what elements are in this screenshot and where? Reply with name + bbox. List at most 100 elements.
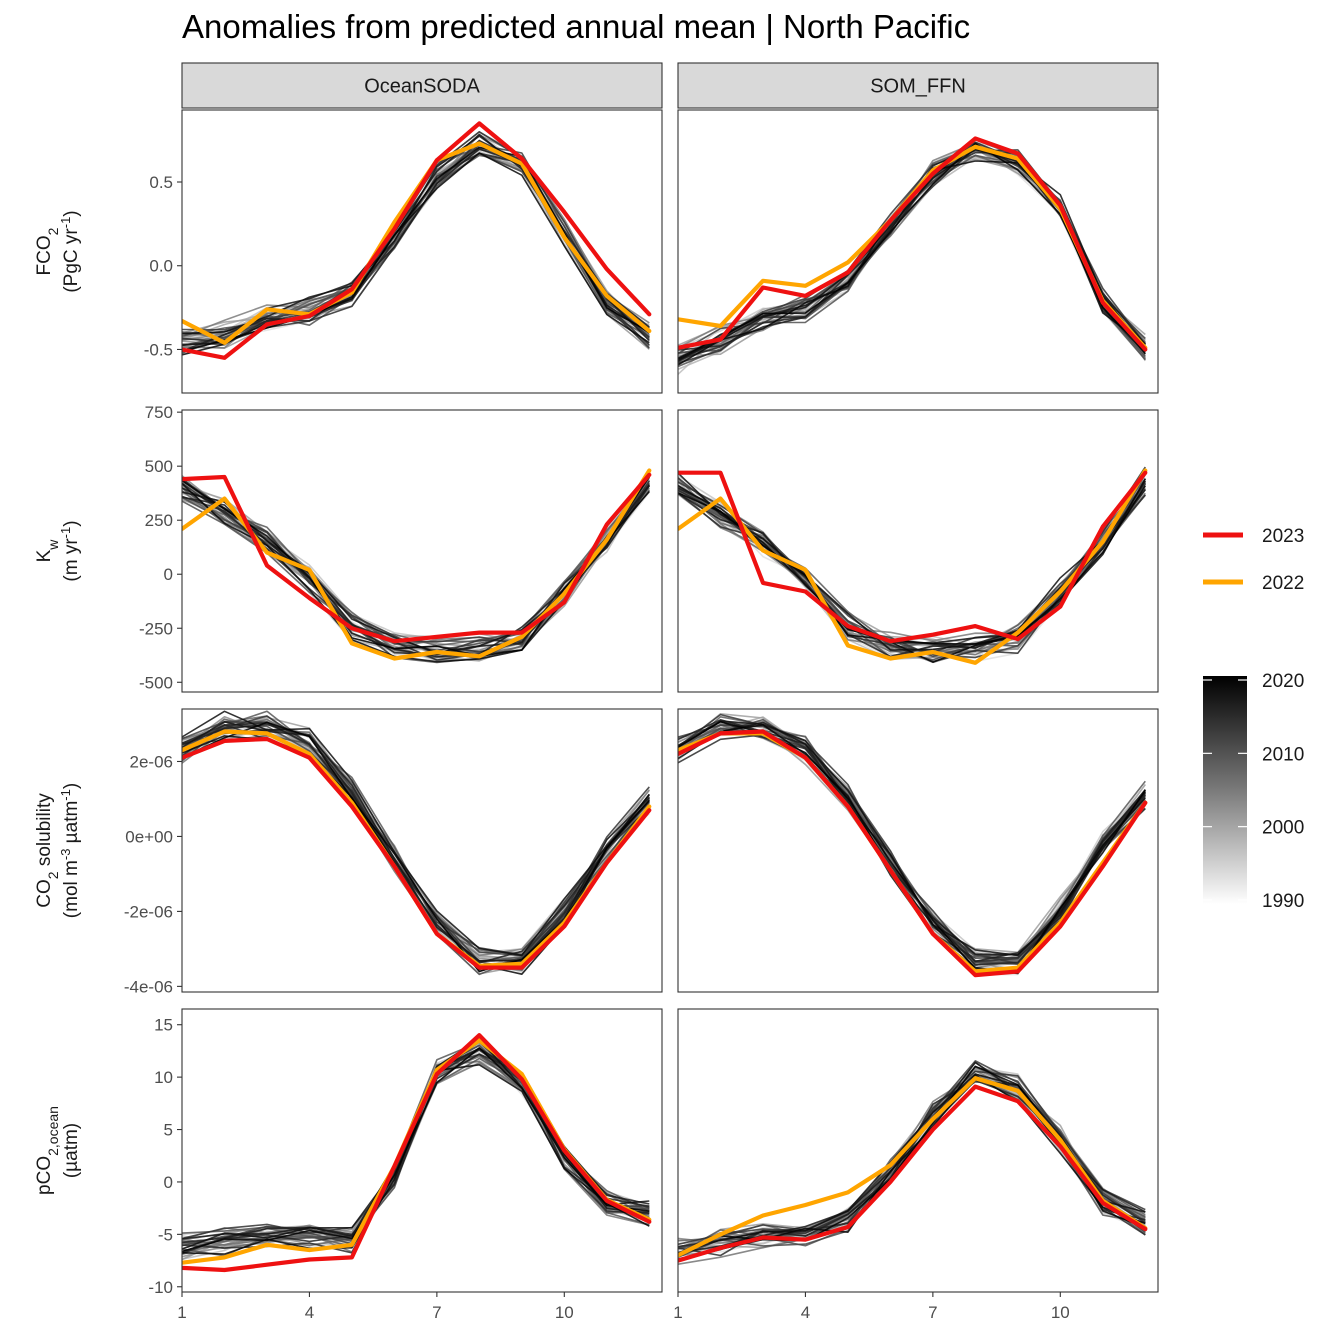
legend-gradient-label: 2020 [1262, 671, 1304, 692]
background-year-line [678, 478, 1146, 655]
series-line-2022 [678, 468, 1148, 665]
y-axis-label-units: (PgC yr-1) [58, 210, 83, 292]
series-line-2023 [678, 136, 1148, 352]
background-year-line [678, 718, 1146, 963]
background-year-line [182, 468, 650, 654]
background-year-line [182, 728, 650, 969]
x-tick-label: 1 [673, 1303, 682, 1322]
background-year-line [182, 1040, 650, 1241]
background-year-line [182, 722, 650, 957]
background-year-line [678, 721, 1146, 970]
background-year-line [678, 721, 1146, 965]
y-axis-label: Kw [34, 539, 61, 563]
background-year-line [182, 1041, 650, 1247]
x-tick-label: 4 [801, 1303, 810, 1322]
background-year-line [678, 722, 1146, 976]
background-year-line [678, 724, 1146, 965]
background-year-line [182, 715, 650, 962]
y-axis-label-units: (mol m-3 µatm-1) [58, 783, 83, 918]
series-line-2022 [678, 731, 1148, 974]
background-year-line [182, 1047, 650, 1240]
facet-label: SOM_FFN [870, 76, 966, 98]
background-year-line [182, 728, 650, 963]
background-year-line [182, 720, 650, 975]
background-year-line [678, 733, 1146, 959]
y-tick-label: 250 [145, 511, 173, 530]
panel-plot-area [678, 136, 1148, 375]
panel-plot-area [182, 121, 652, 360]
series-line-2023 [182, 736, 652, 970]
background-year-line [182, 715, 650, 956]
y-tick-label: -4e-06 [124, 977, 173, 996]
facet-strip [181, 62, 663, 109]
background-year-line [678, 727, 1146, 966]
y-tick-label: 500 [145, 457, 173, 476]
background-year-line [182, 723, 650, 964]
x-tick-label: 7 [432, 1303, 441, 1322]
background-year-line [678, 148, 1146, 361]
x-tick-label: 7 [928, 1303, 937, 1322]
background-year-line [182, 734, 650, 976]
background-year-line [678, 470, 1146, 651]
panel-plot-area [678, 1060, 1148, 1265]
background-year-line [678, 721, 1146, 957]
background-year-line [678, 716, 1146, 967]
background-year-line [182, 133, 650, 339]
background-year-line [678, 713, 1146, 963]
background-year-line [182, 720, 650, 954]
background-year-line [182, 1044, 650, 1256]
y-tick-label: 15 [154, 1016, 173, 1035]
y-tick-label: -2e-06 [124, 902, 173, 921]
panel-plot-area [678, 712, 1148, 978]
panel-border [181, 1008, 663, 1293]
background-year-line [182, 721, 650, 973]
background-year-line [678, 1073, 1146, 1255]
series-line-2023 [678, 729, 1148, 978]
background-year-line [182, 727, 650, 973]
y-tick-label: 0.0 [149, 257, 173, 276]
background-year-line [182, 718, 650, 961]
background-year-line [182, 720, 650, 956]
background-year-line [182, 140, 650, 347]
y-tick-label: 750 [145, 403, 173, 422]
background-year-line [678, 730, 1146, 964]
background-year-line [182, 144, 650, 333]
background-year-line [678, 729, 1146, 962]
x-tick-label: 4 [305, 1303, 314, 1322]
y-tick-label: -500 [139, 673, 173, 692]
background-year-line [182, 735, 650, 976]
background-year-line [182, 1062, 650, 1254]
background-year-line [678, 712, 1146, 954]
series-line-2022 [182, 729, 652, 968]
background-year-line [182, 1053, 650, 1253]
panel-border [677, 1008, 1159, 1293]
background-year-line [182, 147, 650, 335]
legend-gradient-label: 2000 [1262, 818, 1304, 839]
y-tick-label: 5 [164, 1121, 173, 1140]
y-tick-label: 0 [164, 565, 173, 584]
background-year-line [678, 481, 1146, 658]
background-year-line [182, 475, 650, 646]
background-year-line [182, 148, 650, 352]
background-year-line [182, 715, 650, 971]
background-year-line [182, 139, 650, 338]
y-tick-label: -250 [139, 619, 173, 638]
background-year-line [182, 720, 650, 962]
y-axis-label: FCO2 [34, 227, 61, 275]
background-year-line [182, 722, 650, 969]
panel-border [677, 708, 1159, 993]
background-year-line [678, 731, 1146, 962]
y-tick-label: 0 [164, 1173, 173, 1192]
series-line-2023 [678, 1084, 1148, 1263]
y-axis-label: pCO2,ocean [34, 1106, 61, 1195]
y-tick-label: 0.5 [149, 173, 173, 192]
background-year-line [182, 475, 650, 645]
series-line-2023 [182, 1033, 652, 1273]
y-tick-label: 2e-06 [130, 752, 173, 771]
background-year-line [678, 148, 1146, 375]
background-year-line [182, 725, 650, 973]
background-year-line [182, 1051, 650, 1246]
series-line-2023 [182, 472, 652, 644]
background-year-line [182, 1038, 650, 1250]
